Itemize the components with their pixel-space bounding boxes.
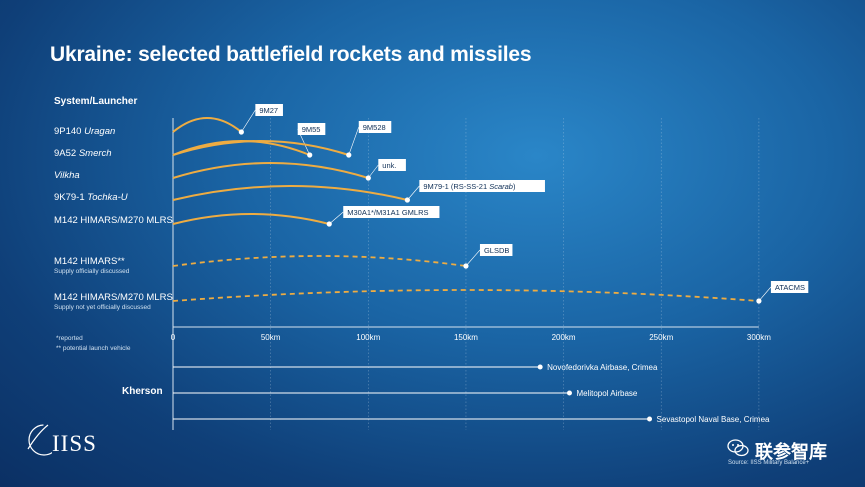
- system-label-text: 9K79-1: [54, 192, 88, 203]
- label-box: [378, 159, 406, 171]
- label-leader: [329, 211, 344, 225]
- system-label: 9A52 Smerch: [54, 148, 112, 159]
- series-label-name: Scarab: [489, 182, 513, 191]
- system-label-text: M142 HIMARS/M270 MLRS: [54, 215, 173, 226]
- series-label-text: 9M528: [363, 123, 386, 132]
- x-axis: 050km100km150km200km250km300km: [171, 118, 771, 430]
- series-label: 9M79-1 (RS-SS-21 Scarab): [423, 182, 516, 191]
- range-endpoint: [238, 129, 244, 135]
- label-box: [297, 123, 326, 135]
- system-label-name: Uragan: [84, 126, 116, 137]
- system-label: 9K79-1 Tochka-U: [54, 192, 128, 203]
- system-label-text: M142 HIMARS/M270 MLRS: [54, 292, 173, 303]
- system-label: M142 HIMARS** Supply officially discussed: [54, 256, 129, 277]
- system-label-note: Supply not yet officially discussed: [54, 304, 151, 311]
- footnote-launch-vehicle: ** potential launch vehicle: [56, 345, 131, 352]
- footnote-reported: *reported: [56, 335, 83, 342]
- label-box: [419, 180, 545, 192]
- system-header: System/Launcher: [54, 96, 138, 107]
- range-arc: [172, 140, 350, 156]
- target-label: Melitopol Airbase: [576, 389, 637, 398]
- target-point: [566, 390, 572, 396]
- range-arcs: 9M27 9M55 9M528 unk. 9M79-1 (RS-SS-21 Scarab…: [172, 104, 809, 304]
- range-arc: [172, 162, 369, 179]
- system-label-name: Vilkha: [54, 170, 80, 181]
- system-label-text: M142 HIMARS**: [54, 256, 125, 267]
- wechat-icon: [727, 439, 749, 457]
- x-tick-label: 200km: [552, 333, 576, 342]
- target-point: [647, 416, 653, 422]
- series-label-text: unk.: [382, 161, 396, 170]
- series-label-text: ATACMS: [775, 283, 805, 292]
- range-arc: [172, 185, 408, 201]
- x-tick-label: 300km: [747, 333, 771, 342]
- series-label: 9M27: [259, 106, 278, 115]
- label-leader: [241, 109, 256, 133]
- range-arc: [172, 289, 759, 302]
- label-leader: [348, 126, 360, 156]
- target-lines: Novofedorivka Airbase, Crimea Melitopol A…: [173, 363, 770, 424]
- series-label-text: GLSDB: [484, 246, 509, 255]
- series-label: ATACMS: [775, 283, 805, 292]
- series-label-text: 9M79-1 (RS-SS-21: [423, 182, 489, 191]
- label-leader: [368, 164, 379, 179]
- iiss-logo-icon: [27, 424, 52, 456]
- system-label-name: Tochka-U: [87, 192, 128, 203]
- series-label-text: M30A1*/M31A1 GMLRS: [347, 208, 428, 217]
- kherson-label: Kherson: [122, 386, 163, 397]
- source-note: Source: IISS Military Balance+: [728, 460, 810, 466]
- range-arc: [172, 255, 467, 267]
- label-leader: [758, 286, 772, 302]
- system-label-name: Smerch: [78, 148, 112, 159]
- system-label: 9P140 Uragan: [54, 126, 115, 137]
- system-label: Vilkha: [54, 170, 80, 181]
- label-box: [343, 206, 440, 218]
- series-label: M30A1*/M31A1 GMLRS: [347, 208, 428, 217]
- system-label-text: 9P140: [54, 126, 85, 137]
- label-leader: [407, 185, 420, 201]
- footnotes: *reported ** potential launch vehicle: [56, 334, 130, 354]
- series-label-text: 9M55: [302, 125, 321, 134]
- watermark-text: 联参智库: [755, 442, 827, 462]
- system-label-text: 9A52: [54, 148, 79, 159]
- range-arc: [172, 213, 330, 225]
- label-leader: [465, 249, 481, 267]
- target-point: [537, 364, 543, 370]
- series-label: unk.: [382, 161, 396, 170]
- target-label: Sevastopol Naval Base, Crimea: [657, 415, 770, 424]
- range-arc: [172, 117, 242, 133]
- target-label: Novofedorivka Airbase, Crimea: [547, 363, 658, 372]
- x-tick-label: 250km: [649, 333, 673, 342]
- label-box: [255, 104, 283, 116]
- x-tick-label: 50km: [261, 333, 281, 342]
- series-label: 9M528: [363, 123, 386, 132]
- label-box: [770, 281, 809, 293]
- page-title: Ukraine: selected battlefield rockets an…: [50, 43, 532, 66]
- series-label-tail: ): [513, 182, 516, 191]
- system-label: M142 HIMARS/M270 MLRS Supply not yet offi…: [54, 292, 173, 313]
- label-box: [358, 121, 392, 133]
- x-tick-label: 150km: [454, 333, 478, 342]
- series-label: 9M55: [302, 125, 321, 134]
- system-label: M142 HIMARS/M270 MLRS: [54, 215, 173, 226]
- iiss-logo-text: IISS: [52, 431, 97, 456]
- x-tick-label: 100km: [356, 333, 380, 342]
- grid-lines: [270, 118, 760, 430]
- series-label: GLSDB: [484, 246, 509, 255]
- system-label-note: Supply officially discussed: [54, 268, 130, 275]
- label-box: [479, 244, 513, 256]
- series-label-text: 9M27: [259, 106, 278, 115]
